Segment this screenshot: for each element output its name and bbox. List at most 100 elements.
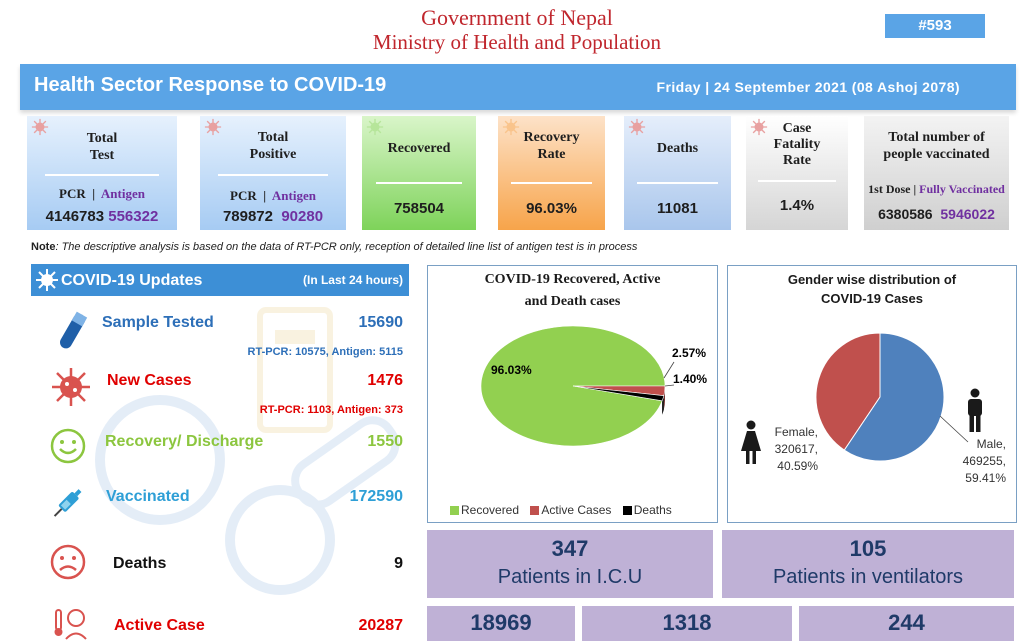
recovery-label: Recovery/ Discharge [105, 433, 264, 450]
virus-icon [628, 118, 646, 136]
recovery-rate-value: 96.03% [526, 200, 577, 217]
chart-legend: Recovered Active Cases Deaths [450, 503, 680, 517]
sample-tested-value: 15690 [358, 314, 404, 331]
divider [375, 182, 463, 184]
chart-title: COVID-19 Recovered, Active [484, 272, 661, 287]
virus-icon [502, 118, 520, 136]
antigen-label: Antigen [271, 188, 316, 203]
new-cases-value: 1476 [367, 372, 403, 389]
female-icon [741, 420, 761, 464]
analysis-note: Note: The descriptive analysis is based … [31, 241, 637, 253]
card-title: Deaths [656, 141, 699, 156]
stat-box: 18969 [427, 606, 575, 641]
card-title: Case [782, 121, 812, 136]
ventilator-box: 105 Patients in ventilators [722, 530, 1014, 598]
card-recovered: Recovered 758504 [362, 116, 476, 230]
male-label-line: 469255, [962, 454, 1006, 468]
title-banner: Health Sector Response to COVID-19 Frida… [20, 64, 1016, 110]
separator: | [92, 186, 96, 201]
active-percent-label: 2.57% [672, 346, 707, 360]
card-title: Fatality [773, 137, 821, 152]
male-label: Male, 469255, 59.41% [950, 436, 1006, 487]
deaths-value: 11081 [657, 200, 698, 217]
active-case-value: 20287 [358, 617, 404, 634]
pcr-value: 4146783 [45, 208, 105, 225]
pcr-label: PCR [59, 186, 86, 201]
female-label-line: 320617, [774, 442, 818, 456]
legend-label: Recovered [461, 503, 520, 517]
card-title: Recovered [387, 141, 451, 156]
chart-title: and Death cases [524, 294, 621, 309]
deaths-value: 9 [394, 555, 403, 572]
gender-distribution-chart: Gender wise distribution of COVID-19 Cas… [727, 265, 1017, 523]
card-title: Recovery [523, 130, 580, 145]
virus-icon [750, 118, 768, 136]
updates-subtitle: (In Last 24 hours) [302, 273, 403, 287]
updates-header: COVID-19 Updates (In Last 24 hours) [31, 264, 409, 296]
government-header: Government of Nepal Ministry of Health a… [0, 6, 1034, 55]
divider [758, 180, 836, 182]
fully-vaccinated-value: 5946022 [940, 206, 995, 222]
report-number-badge: #593 [885, 14, 985, 38]
virus-icon [204, 118, 222, 136]
first-dose-label: 1st Dose [868, 182, 911, 196]
female-label: Female, 320617, 40.59% [758, 424, 818, 475]
legend-item-recovered: Recovered [450, 503, 519, 517]
stat-box: 1318 [582, 606, 792, 641]
divider [636, 182, 719, 184]
card-vaccinated: Total number of people vaccinated 1st Do… [864, 116, 1009, 230]
separator: | [913, 182, 917, 196]
card-deaths: Deaths 11081 [624, 116, 731, 230]
vaccinated-value: 172590 [349, 488, 403, 505]
card-recovery-rate: Recovery Rate 96.03% [498, 116, 605, 230]
card-title: people vaccinated [883, 147, 990, 162]
sample-tested-breakdown: RT-PCR: 10575, Antigen: 5115 [247, 346, 403, 358]
syringe-icon [53, 489, 82, 517]
antigen-value: 90280 [281, 208, 324, 225]
vaccinated-label: Vaccinated [106, 488, 190, 505]
ventilator-value: 105 [849, 536, 887, 561]
active-case-label: Active Case [114, 617, 205, 634]
new-cases-breakdown: RT-PCR: 1103, Antigen: 373 [259, 404, 403, 416]
new-cases-label: New Cases [107, 372, 192, 389]
antigen-label: Antigen [100, 186, 145, 201]
chart-title: Gender wise distribution of [787, 272, 957, 287]
legend-label: Active Cases [541, 503, 612, 517]
female-label-line: Female, [774, 425, 818, 439]
updates-title: COVID-19 Updates [61, 272, 203, 289]
ministry-title: Ministry of Health and Population [372, 30, 662, 54]
male-icon [968, 388, 982, 432]
fully-vaccinated-label: Fully Vaccinated [919, 182, 1005, 196]
card-total-positive: Total Positive PCR | Antigen 789872 9028… [200, 116, 346, 230]
card-title: Total [86, 131, 118, 146]
cfr-value: 1.4% [779, 197, 815, 214]
card-title: Rate [537, 147, 566, 162]
leader-line [664, 384, 675, 387]
test-tube-icon [60, 311, 88, 349]
antigen-value: 556322 [108, 208, 159, 225]
leader-line [663, 361, 675, 379]
virus-icon [52, 368, 90, 406]
stat-box: 244 [799, 606, 1014, 641]
sad-face-icon [50, 544, 86, 580]
sick-person-icon [54, 609, 87, 640]
recovered-value: 758504 [393, 200, 445, 217]
card-title: Test [89, 148, 115, 163]
divider [45, 174, 159, 176]
pcr-label: PCR [230, 188, 257, 203]
note-text: : The descriptive analysis is based on t… [55, 241, 638, 253]
recovered-percent-label: 96.03% [491, 363, 532, 377]
divider [510, 182, 593, 184]
chart-title: COVID-19 Cases [821, 291, 923, 306]
recovered-active-death-chart: COVID-19 Recovered, Active and Death cas… [427, 265, 718, 523]
stat-value: 1318 [662, 610, 712, 635]
legend-item-active: Active Cases [530, 503, 611, 517]
leader-line [939, 415, 969, 443]
sample-tested-label: Sample Tested [102, 314, 214, 331]
icu-label: Patients in I.C.U [497, 566, 643, 588]
card-title: Positive [249, 147, 297, 162]
banner-date: Friday | 24 September 2021 (08 Ashoj 207… [656, 79, 960, 95]
deaths-percent-label: 1.40% [673, 372, 708, 386]
smile-icon [50, 428, 86, 464]
banner-title: Health Sector Response to COVID-19 [34, 74, 387, 96]
